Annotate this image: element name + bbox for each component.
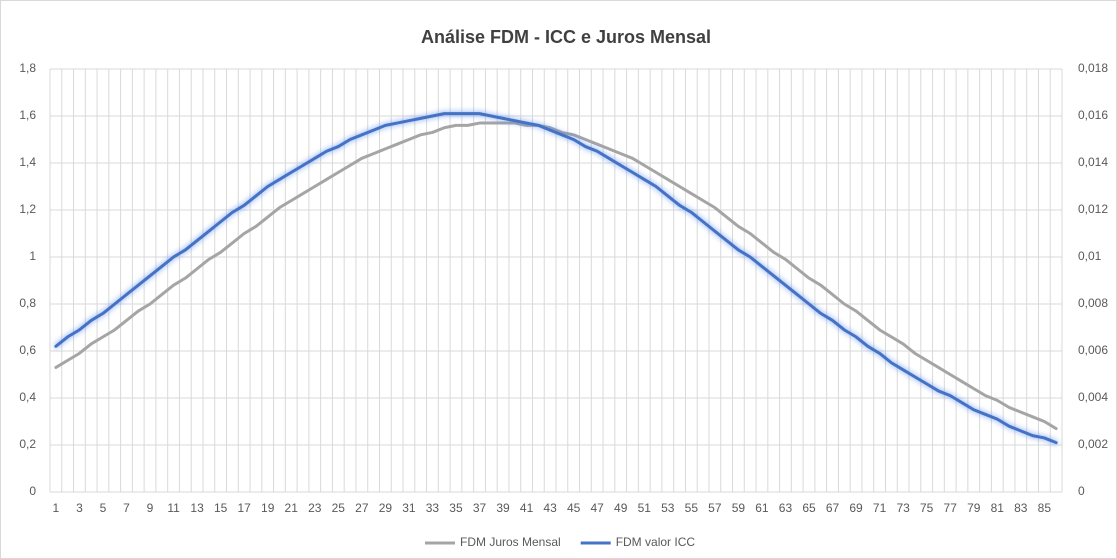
y2-tick-label: 0,014 — [1078, 155, 1108, 169]
x-tick-label: 43 — [543, 501, 557, 515]
x-tick-label: 33 — [426, 501, 440, 515]
x-tick-label: 53 — [661, 501, 675, 515]
y2-tick-label: 0 — [1078, 484, 1085, 498]
x-tick-label: 31 — [402, 501, 416, 515]
x-tick-label: 77 — [944, 501, 958, 515]
y-tick-label: 0,4 — [19, 390, 36, 404]
y2-tick-label: 0,008 — [1078, 296, 1108, 310]
x-tick-label: 17 — [237, 501, 251, 515]
x-tick-label: 47 — [591, 501, 605, 515]
legend-label: FDM Juros Mensal — [460, 535, 561, 549]
x-tick-label: 5 — [100, 501, 107, 515]
y-tick-label: 0,2 — [19, 437, 36, 451]
y2-tick-label: 0,012 — [1078, 202, 1108, 216]
x-tick-label: 27 — [355, 501, 369, 515]
x-tick-label: 67 — [826, 501, 840, 515]
x-tick-label: 51 — [638, 501, 652, 515]
x-tick-label: 81 — [991, 501, 1005, 515]
x-tick-label: 19 — [261, 501, 275, 515]
x-tick-label: 21 — [285, 501, 299, 515]
x-tick-label: 41 — [520, 501, 534, 515]
x-tick-label: 73 — [896, 501, 910, 515]
y-tick-label: 1,6 — [19, 108, 36, 122]
x-tick-label: 85 — [1038, 501, 1052, 515]
x-tick-label: 25 — [332, 501, 346, 515]
y-tick-label: 1 — [29, 249, 36, 263]
x-tick-label: 59 — [732, 501, 746, 515]
x-tick-label: 57 — [708, 501, 722, 515]
y-tick-label: 0,6 — [19, 343, 36, 357]
x-tick-label: 9 — [147, 501, 154, 515]
line-series — [54, 121, 1058, 431]
y-tick-label: 1,2 — [19, 202, 36, 216]
x-tick-label: 11 — [167, 501, 180, 515]
x-tick-label: 1 — [53, 501, 60, 515]
y2-tick-label: 0,01 — [1078, 249, 1102, 263]
x-tick-label: 35 — [449, 501, 463, 515]
x-tick-label: 69 — [849, 501, 863, 515]
x-tick-label: 15 — [214, 501, 228, 515]
x-tick-label: 71 — [873, 501, 887, 515]
x-tick-label: 83 — [1014, 501, 1028, 515]
y-tick-label: 1,4 — [19, 155, 36, 169]
x-tick-label: 49 — [614, 501, 628, 515]
y2-tick-label: 0,006 — [1078, 343, 1108, 357]
x-tick-label: 37 — [473, 501, 487, 515]
x-tick-label: 39 — [496, 501, 510, 515]
x-tick-label: 65 — [802, 501, 816, 515]
x-tick-label: 55 — [685, 501, 699, 515]
x-tick-label: 61 — [755, 501, 769, 515]
x-tick-label: 63 — [779, 501, 793, 515]
x-tick-label: 45 — [567, 501, 581, 515]
line-series — [54, 112, 1058, 445]
x-tick-label: 13 — [190, 501, 204, 515]
x-tick-label: 75 — [920, 501, 934, 515]
x-tick-label: 3 — [76, 501, 83, 515]
y-tick-label: 1,8 — [19, 61, 36, 75]
y-tick-label: 0 — [29, 484, 36, 498]
chart-title: Análise FDM - ICC e Juros Mensal — [421, 27, 711, 47]
x-tick-label: 79 — [967, 501, 981, 515]
y2-tick-label: 0,002 — [1078, 437, 1108, 451]
y2-tick-label: 0,016 — [1078, 108, 1108, 122]
y2-tick-label: 0,018 — [1078, 61, 1108, 75]
y-tick-label: 0,8 — [19, 296, 36, 310]
x-tick-label: 7 — [123, 501, 130, 515]
x-tick-label: 29 — [379, 501, 393, 515]
legend-label: FDM valor ICC — [616, 535, 696, 549]
x-tick-label: 23 — [308, 501, 322, 515]
y2-tick-label: 0,004 — [1078, 390, 1108, 404]
